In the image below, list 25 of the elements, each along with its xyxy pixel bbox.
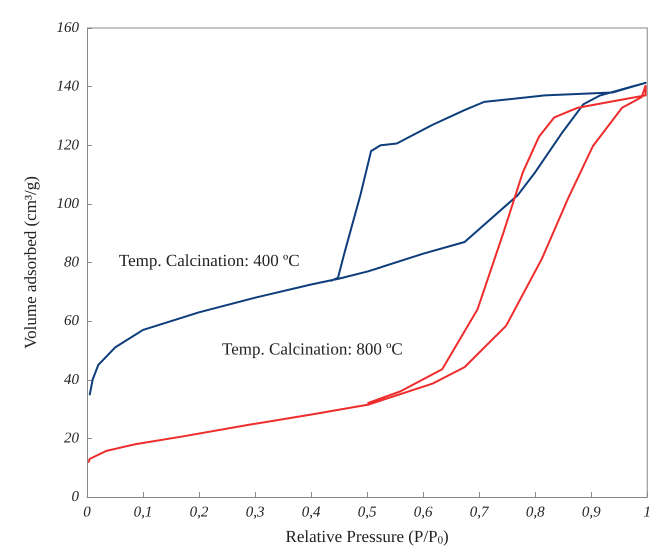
- y-tick-label: 60: [64, 313, 80, 330]
- annotation: Temp. Calcination: 400 ºC: [118, 251, 300, 270]
- y-tick-label: 20: [64, 430, 80, 446]
- annotation: Temp. Calcination: 800 ºC: [222, 339, 403, 358]
- line-series: [88, 82, 647, 396]
- y-tick-label: 140: [56, 78, 80, 95]
- x-tick-label: 0: [83, 504, 92, 520]
- x-tick-label: 0,8: [526, 504, 546, 520]
- x-tick-label: 0,5: [358, 504, 377, 520]
- y-tick-label: 160: [56, 20, 80, 36]
- x-tick-label: 0,9: [582, 504, 602, 520]
- y-tick-label: 100: [56, 196, 80, 212]
- x-tick-label: 0,2: [190, 504, 209, 520]
- x-tick-label: 1: [644, 504, 651, 520]
- line-series: [88, 84, 647, 463]
- x-tick-label: 0,4: [302, 504, 321, 520]
- y-tick-label: 120: [56, 137, 80, 154]
- y-tick-label: 40: [64, 372, 80, 388]
- x-tick-label: 0,1: [134, 504, 152, 520]
- x-tick-label: 0,6: [414, 504, 434, 520]
- y-tick-label: 80: [64, 254, 80, 270]
- x-tick-label: 0,7: [470, 504, 490, 520]
- x-tick-label: 0,3: [246, 504, 264, 520]
- y-axis-title: Volume adsorbed (cm³/g): [21, 176, 40, 349]
- y-tick-label: 0: [72, 489, 80, 505]
